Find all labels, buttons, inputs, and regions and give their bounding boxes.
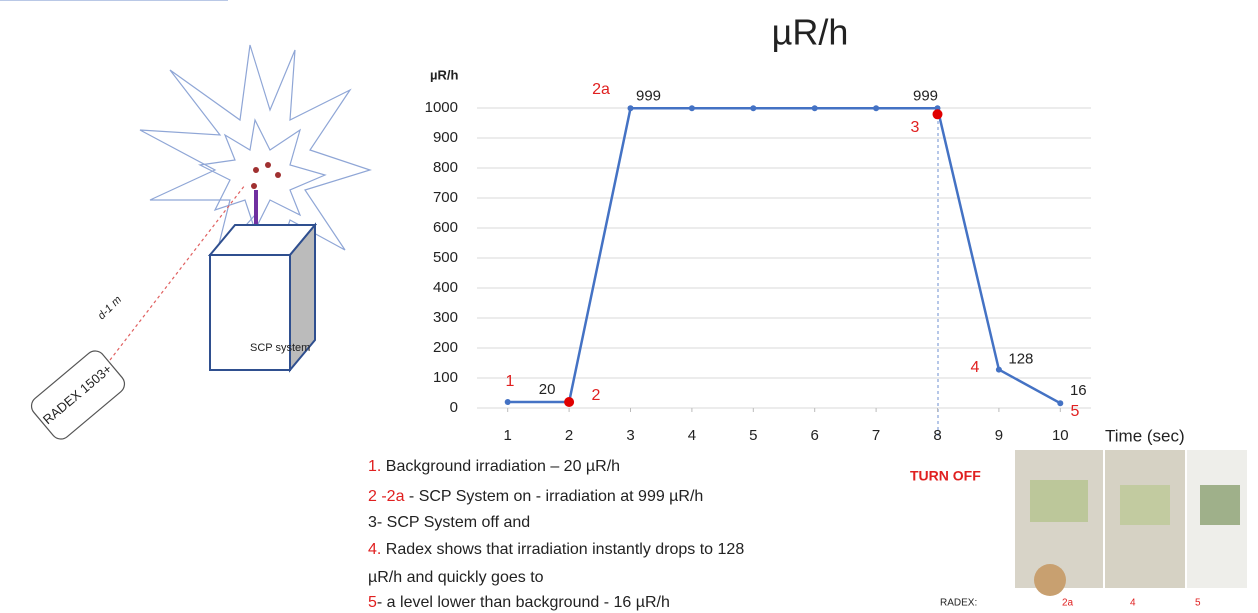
y-tick-label: 700 — [433, 189, 458, 206]
y-tick-label: 100 — [433, 369, 458, 386]
value-label: 999 — [636, 87, 661, 104]
highlight-point — [932, 109, 943, 120]
photo-label: 4 — [1130, 598, 1136, 609]
annotation: 1 — [506, 373, 515, 390]
note-marker: 4. — [368, 541, 381, 558]
y-tick-label: 800 — [433, 159, 458, 176]
point — [688, 105, 695, 112]
point — [995, 366, 1002, 373]
highlight-point — [564, 397, 575, 407]
value-label: 999 — [913, 87, 938, 104]
chart-title: µR/h — [772, 12, 849, 53]
annotation: 2 — [592, 387, 601, 404]
note-text: - SCP System on - irradiation at 999 µR/… — [404, 488, 703, 505]
note-text: µR/h and quickly goes to — [368, 569, 544, 586]
x-tick-label: 3 — [626, 427, 634, 444]
distance-label: d-1 m — [96, 294, 124, 322]
note: 3- SCP System off and — [368, 514, 530, 531]
point — [873, 105, 880, 112]
x-tick-label: 10 — [1052, 427, 1069, 444]
series-line — [507, 107, 1061, 405]
diagram — [0, 0, 372, 440]
turn-off-label: TURN OFF — [910, 468, 981, 484]
value-label: 128 — [1008, 351, 1033, 368]
point — [627, 105, 634, 112]
photo-label: RADEX: — [940, 598, 977, 609]
point — [811, 105, 818, 112]
y-tick-label: 500 — [433, 249, 458, 266]
note: 4. Radex shows that irradiation instantl… — [368, 541, 744, 558]
point — [504, 399, 511, 405]
system-label: SCP system — [250, 342, 310, 354]
photo-label: 5 — [1195, 598, 1201, 609]
x-tick-label: 6 — [811, 427, 819, 444]
annotation: 3 — [911, 119, 920, 136]
y-axis-label: µR/h — [430, 67, 458, 82]
x-tick-label: 5 — [749, 427, 757, 444]
y-tick-label: 0 — [450, 399, 458, 416]
note-text: 3- SCP System off and — [368, 514, 530, 531]
point — [1057, 400, 1064, 407]
y-tick-label: 400 — [433, 279, 458, 296]
y-tick-label: 1000 — [425, 99, 458, 116]
x-tick-label: 7 — [872, 427, 880, 444]
note-marker: 5 — [368, 594, 377, 611]
y-tick-label: 300 — [433, 309, 458, 326]
y-tick-label: 200 — [433, 339, 458, 356]
photo-label: 2a — [1062, 598, 1074, 609]
x-tick-label: 4 — [688, 427, 696, 444]
note: µR/h and quickly goes to — [368, 569, 544, 586]
annotation: 2a — [592, 81, 610, 98]
x-axis-label: Time (sec) — [1105, 426, 1185, 445]
note-text: Radex shows that irradiation instantly d… — [381, 541, 744, 558]
x-tick-label: 8 — [933, 427, 941, 444]
annotation: 4 — [971, 359, 980, 376]
annotation: 5 — [1071, 403, 1080, 420]
note-marker: 1. — [368, 458, 381, 475]
note: 5- a level lower than background - 16 µR… — [368, 594, 670, 611]
x-tick-label: 2 — [565, 427, 573, 444]
x-tick-label: 1 — [504, 427, 512, 444]
note-text: - a level lower than background - 16 µR/… — [377, 594, 670, 611]
note: 1. Background irradiation – 20 µR/h — [368, 458, 620, 475]
x-tick-label: 9 — [995, 427, 1003, 444]
photos — [1015, 450, 1247, 596]
value-label: 16 — [1070, 382, 1087, 399]
note: 2 -2a - SCP System on - irradiation at 9… — [368, 488, 703, 505]
note-text: Background irradiation – 20 µR/h — [381, 458, 620, 475]
note-marker: 2 -2a — [368, 488, 405, 505]
y-tick-label: 600 — [433, 219, 458, 236]
value-label: 20 — [539, 381, 556, 398]
y-tick-label: 900 — [433, 129, 458, 146]
point — [750, 105, 757, 112]
